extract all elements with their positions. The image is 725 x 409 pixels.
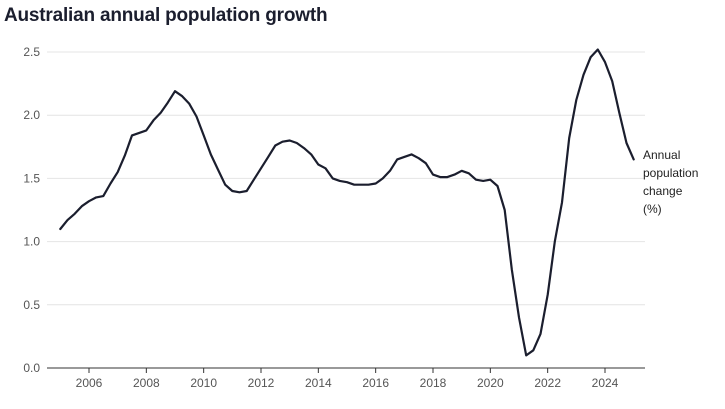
- x-tick-label: 2016: [362, 376, 389, 390]
- gridlines: [47, 51, 645, 306]
- series-label: population: [643, 166, 698, 180]
- x-tick-label: 2014: [305, 376, 332, 390]
- y-tick-label: 1.0: [23, 235, 40, 249]
- x-tick-label: 2022: [534, 376, 561, 390]
- series-label: Annual: [643, 148, 680, 162]
- x-tick-label: 2010: [190, 376, 217, 390]
- x-tick-label: 2006: [76, 376, 103, 390]
- x-tick-label: 2008: [133, 376, 160, 390]
- x-tick-label: 2018: [420, 376, 447, 390]
- x-tick-label: 2012: [248, 376, 275, 390]
- x-tick-label: 2020: [477, 376, 504, 390]
- series-line: [59, 48, 635, 357]
- axes: 0.0 0.5 1.0 1.5 2.0 2.5 2006 2008 2010 2012 2014 20…: [23, 45, 645, 390]
- y-tick-label: 0.0: [23, 361, 40, 375]
- series-layer: [59, 48, 635, 357]
- chart-title: Australian annual population growth: [4, 5, 328, 26]
- x-tick-label: 2024: [592, 376, 619, 390]
- y-tick-label: 2.5: [23, 45, 40, 59]
- y-tick-label: 0.5: [23, 298, 40, 312]
- series-label-group: Annual population change (%): [643, 148, 698, 216]
- y-tick-label: 1.5: [23, 171, 40, 185]
- y-tick-label: 2.0: [23, 108, 40, 122]
- series-label: change: [643, 184, 683, 198]
- series-label: (%): [643, 202, 662, 216]
